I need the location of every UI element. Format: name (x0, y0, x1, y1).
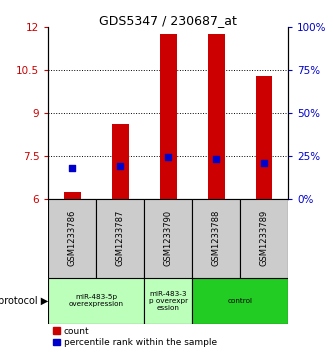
Bar (192, 278, 288, 324)
Point (118, 163, 123, 169)
Point (166, 155, 171, 160)
Bar (48, 278, 144, 324)
Legend: count, percentile rank within the sample: count, percentile rank within the sample (53, 327, 217, 347)
Text: miR-483-5p
overexpression: miR-483-5p overexpression (69, 294, 124, 307)
Title: GDS5347 / 230687_at: GDS5347 / 230687_at (99, 14, 237, 27)
Text: GSM1233790: GSM1233790 (164, 210, 173, 266)
Point (213, 156, 219, 162)
Text: GSM1233786: GSM1233786 (68, 210, 77, 266)
Text: miR-483-3
p overexpr
ession: miR-483-3 p overexpr ession (149, 291, 188, 311)
Bar (256, 76, 272, 199)
Text: control: control (227, 298, 253, 304)
Text: protocol ▶: protocol ▶ (0, 296, 48, 306)
Bar (64, 192, 81, 199)
Bar (240, 199, 288, 278)
Bar (144, 199, 192, 278)
Bar (96, 199, 144, 278)
Point (70, 165, 75, 171)
Text: GSM1233789: GSM1233789 (259, 210, 269, 266)
Bar (144, 278, 192, 324)
Text: GSM1233787: GSM1233787 (116, 210, 125, 266)
Bar (208, 34, 224, 199)
Text: GSM1233788: GSM1233788 (211, 210, 221, 266)
Bar (192, 199, 240, 278)
Point (261, 160, 267, 166)
Bar (48, 199, 96, 278)
Bar (160, 34, 176, 199)
Bar (112, 124, 129, 199)
